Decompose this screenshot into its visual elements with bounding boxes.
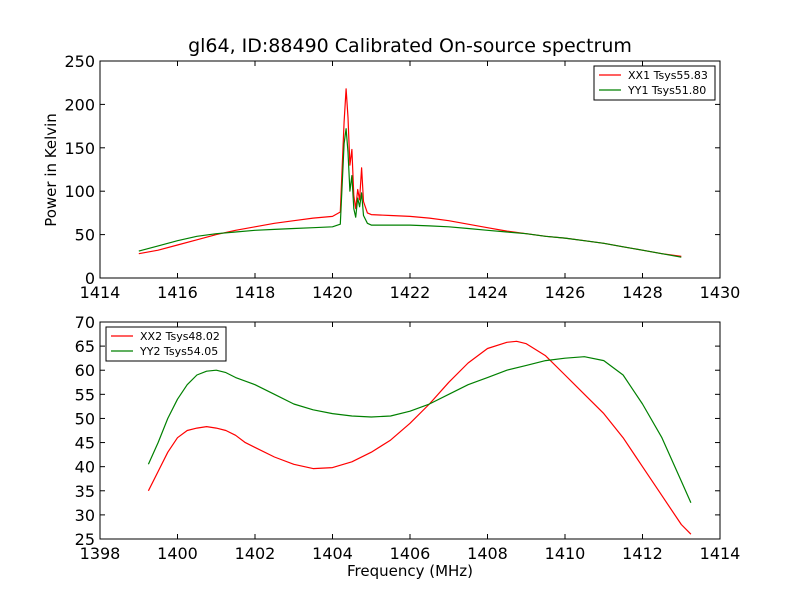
y-tick-label: 50 — [75, 409, 95, 428]
y-tick-label: 0 — [85, 269, 95, 288]
legend-label: YY2 Tsys54.05 — [139, 345, 218, 358]
x-tick-label: 1408 — [467, 544, 508, 563]
y-tick-label: 25 — [75, 530, 95, 549]
legend-box — [593, 65, 716, 101]
y-tick-label: 65 — [75, 337, 95, 356]
x-tick-label: 1430 — [700, 283, 741, 302]
x-tick-label: 1412 — [622, 544, 663, 563]
chart-title: gl64, ID:88490 Calibrated On-source spec… — [188, 35, 632, 57]
legend: XX2 Tsys48.02 YY2 Tsys54.05 — [105, 326, 227, 362]
x-tick-label: 1418 — [235, 283, 276, 302]
x-tick-label: 1414 — [700, 544, 741, 563]
y-tick-label: 45 — [75, 434, 95, 453]
x-tick-label: 1398 — [80, 544, 121, 563]
y-tick-label: 200 — [64, 95, 95, 114]
y-tick-label: 150 — [64, 139, 95, 158]
bottom-panel: Frequency (MHz) 1398 1400 1402 1404 1406 1408… — [75, 313, 741, 580]
legend-label: XX2 Tsys48.02 — [140, 330, 220, 343]
x-axis-label: Frequency (MHz) — [347, 562, 473, 580]
legend-label: YY1 Tsys51.80 — [627, 84, 706, 97]
x-tick-label: 1404 — [312, 544, 353, 563]
y-tick-label: 250 — [64, 52, 95, 71]
series-line-yy2 — [147, 356, 692, 504]
x-tick-label: 1406 — [390, 544, 431, 563]
y-tick-label: 30 — [75, 506, 95, 525]
y-tick-label: 40 — [75, 458, 95, 477]
top-y-axis-label: Power in Kelvin — [42, 113, 60, 227]
legend-label: XX1 Tsys55.83 — [628, 69, 708, 82]
series-line-xx2 — [147, 340, 692, 535]
x-tick-label: 1424 — [467, 283, 508, 302]
x-tick-label: 1402 — [235, 544, 276, 563]
series-line-yy1 — [138, 128, 682, 258]
y-tick-label: 55 — [75, 385, 95, 404]
x-tick-label: 1416 — [157, 283, 198, 302]
y-tick-label: 35 — [75, 482, 95, 501]
x-tick-label: 1426 — [545, 283, 586, 302]
y-tick-label: 70 — [75, 313, 95, 332]
y-tick-label: 50 — [75, 226, 95, 245]
x-tick-label: 1428 — [622, 283, 663, 302]
x-tick-label: 1420 — [312, 283, 353, 302]
x-tick-label: 1410 — [545, 544, 586, 563]
y-tick-label: 100 — [64, 182, 95, 201]
x-tick-label: 1400 — [157, 544, 198, 563]
top-panel: Power in Kelvin 1414 1416 1418 1420 1422 1424… — [42, 52, 740, 302]
y-tick-label: 60 — [75, 361, 95, 380]
x-tick-label: 1414 — [80, 283, 121, 302]
legend: XX1 Tsys55.83 YY1 Tsys51.80 — [593, 65, 716, 101]
x-tick-label: 1422 — [390, 283, 431, 302]
legend-box — [105, 326, 227, 362]
